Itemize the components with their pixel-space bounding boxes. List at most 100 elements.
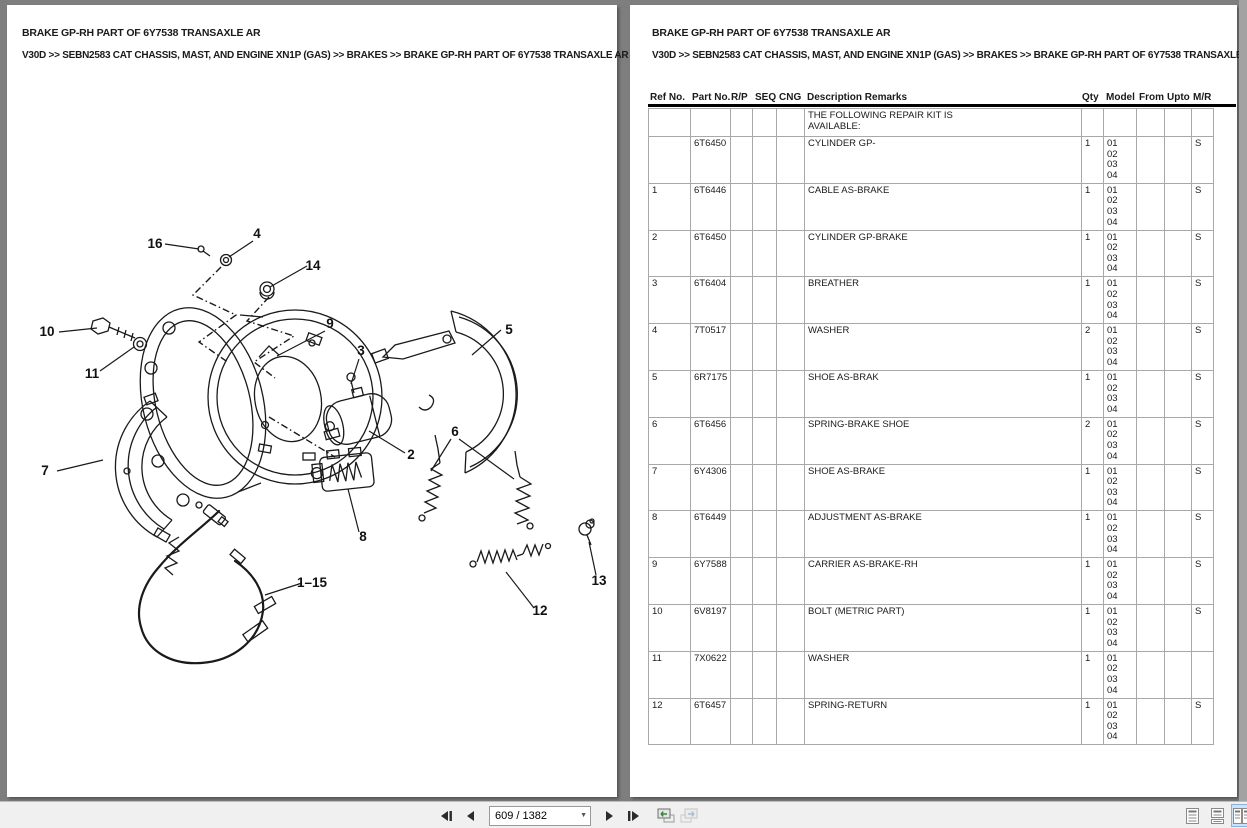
cell-ref-no bbox=[648, 108, 691, 137]
last-page-button[interactable] bbox=[625, 806, 643, 826]
table-row: THE FOLLOWING REPAIR KIT IS AVAILABLE: bbox=[648, 108, 1214, 137]
cell-ref-no: 3 bbox=[648, 276, 691, 325]
first-page-icon bbox=[441, 810, 452, 821]
cell-seq bbox=[752, 463, 777, 512]
cell-mr: S bbox=[1191, 510, 1214, 559]
brake-shoe-springs bbox=[418, 434, 534, 530]
cell-part-no: 6T6446 bbox=[690, 182, 731, 231]
continuous-page-icon bbox=[1210, 807, 1224, 824]
diagram-label: 11 bbox=[85, 366, 100, 381]
cell-from bbox=[1136, 650, 1165, 699]
cell-qty: 1 bbox=[1081, 650, 1104, 699]
cell-model: 01 02 03 04 bbox=[1103, 510, 1137, 559]
facing-pages-view-button[interactable] bbox=[1231, 804, 1247, 827]
cell-ref-no: 2 bbox=[648, 229, 691, 278]
cell-upto bbox=[1164, 108, 1192, 137]
cell-description: CYLINDER GP-BRAKE bbox=[804, 229, 1082, 278]
cell-model bbox=[1103, 108, 1137, 137]
cell-description: SHOE AS-BRAK bbox=[804, 369, 1082, 418]
diagram-label: 2 bbox=[407, 447, 415, 462]
cell-cng bbox=[776, 323, 805, 371]
cell-qty: 2 bbox=[1081, 323, 1104, 371]
col-rp: R/P bbox=[731, 92, 748, 103]
cell-ref-no: 12 bbox=[648, 697, 691, 746]
cell-part-no: 6V8197 bbox=[690, 603, 731, 652]
cell-rp bbox=[730, 108, 753, 137]
cell-ref-no: 7 bbox=[648, 463, 691, 512]
cell-mr: S bbox=[1191, 463, 1214, 512]
next-view-icon bbox=[680, 808, 697, 822]
cell-seq bbox=[752, 557, 777, 605]
cell-cng bbox=[776, 276, 805, 325]
parts-table: THE FOLLOWING REPAIR KIT IS AVAILABLE: 6… bbox=[648, 108, 1214, 746]
cell-seq bbox=[752, 136, 777, 184]
first-page-button[interactable] bbox=[437, 806, 455, 826]
cell-qty: 1 bbox=[1081, 276, 1104, 325]
cell-seq bbox=[752, 697, 777, 746]
cell-rp bbox=[730, 510, 753, 559]
cell-seq bbox=[752, 603, 777, 652]
cell-rp bbox=[730, 276, 753, 325]
cell-model: 01 02 03 04 bbox=[1103, 369, 1137, 418]
chevron-down-icon[interactable]: ▼ bbox=[580, 811, 587, 819]
table-row: 4 7T0517 WASHER 2 01 02 03 04 S bbox=[648, 323, 1214, 371]
next-page-icon bbox=[606, 810, 613, 821]
col-qty: Qty bbox=[1082, 92, 1099, 103]
col-model: Model bbox=[1106, 92, 1135, 103]
previous-view-icon bbox=[657, 808, 674, 822]
cell-mr: S bbox=[1191, 557, 1214, 605]
cell-qty: 1 bbox=[1081, 510, 1104, 559]
cell-from bbox=[1136, 229, 1165, 278]
page-number-input[interactable] bbox=[490, 806, 583, 824]
cell-cng bbox=[776, 182, 805, 231]
cell-from bbox=[1136, 697, 1165, 746]
table-row: 2 6T6450 CYLINDER GP-BRAKE 1 01 02 03 04… bbox=[648, 229, 1214, 278]
cell-part-no: 6T6457 bbox=[690, 697, 731, 746]
diagram-label: 1–15 bbox=[297, 575, 328, 590]
next-view-button[interactable] bbox=[677, 806, 699, 826]
cell-qty: 1 bbox=[1081, 557, 1104, 605]
cell-mr: S bbox=[1191, 136, 1214, 184]
cell-description: ADJUSTMENT AS-BRAKE bbox=[804, 510, 1082, 559]
cell-mr bbox=[1191, 108, 1214, 137]
cell-cng bbox=[776, 697, 805, 746]
cell-cng bbox=[776, 510, 805, 559]
cell-description: BREATHER bbox=[804, 276, 1082, 325]
previous-view-button[interactable] bbox=[655, 806, 677, 826]
cell-mr: S bbox=[1191, 603, 1214, 652]
table-row: 6T6450 CYLINDER GP- 1 01 02 03 04 S bbox=[648, 136, 1214, 184]
cell-upto bbox=[1164, 182, 1192, 231]
cell-mr: S bbox=[1191, 229, 1214, 278]
previous-page-button[interactable] bbox=[461, 806, 479, 826]
cell-part-no: 6T6450 bbox=[690, 136, 731, 184]
brake-shoe-right bbox=[370, 310, 518, 474]
next-page-button[interactable] bbox=[601, 806, 619, 826]
adjuster bbox=[310, 446, 375, 492]
page-title: BRAKE GP-RH PART OF 6Y7538 TRANSAXLE AR bbox=[22, 27, 261, 39]
cell-part-no: 6Y7588 bbox=[690, 557, 731, 605]
cell-upto bbox=[1164, 463, 1192, 512]
cell-from bbox=[1136, 136, 1165, 184]
cell-from bbox=[1136, 463, 1165, 512]
cell-seq bbox=[752, 369, 777, 418]
cell-qty: 1 bbox=[1081, 603, 1104, 652]
scrollbar-track[interactable] bbox=[1239, 0, 1247, 801]
cell-mr: S bbox=[1191, 416, 1214, 465]
cell-upto bbox=[1164, 369, 1192, 418]
cell-mr: S bbox=[1191, 182, 1214, 231]
continuous-view-button[interactable] bbox=[1207, 805, 1227, 826]
diagram-label: 5 bbox=[505, 322, 513, 337]
cell-upto bbox=[1164, 229, 1192, 278]
navigation-toolbar: ▼ bbox=[0, 801, 1247, 828]
table-row: 3 6T6404 BREATHER 1 01 02 03 04 S bbox=[648, 276, 1214, 325]
cell-part-no: 7X0622 bbox=[690, 650, 731, 699]
cell-cng bbox=[776, 650, 805, 699]
single-page-icon bbox=[1185, 807, 1199, 824]
cell-ref-no: 8 bbox=[648, 510, 691, 559]
cell-from bbox=[1136, 510, 1165, 559]
single-page-view-button[interactable] bbox=[1182, 805, 1202, 826]
col-seq: SEQ bbox=[755, 92, 777, 103]
carrier-housing bbox=[139, 307, 267, 507]
cell-description: SPRING-BRAKE SHOE bbox=[804, 416, 1082, 465]
cell-upto bbox=[1164, 697, 1192, 746]
